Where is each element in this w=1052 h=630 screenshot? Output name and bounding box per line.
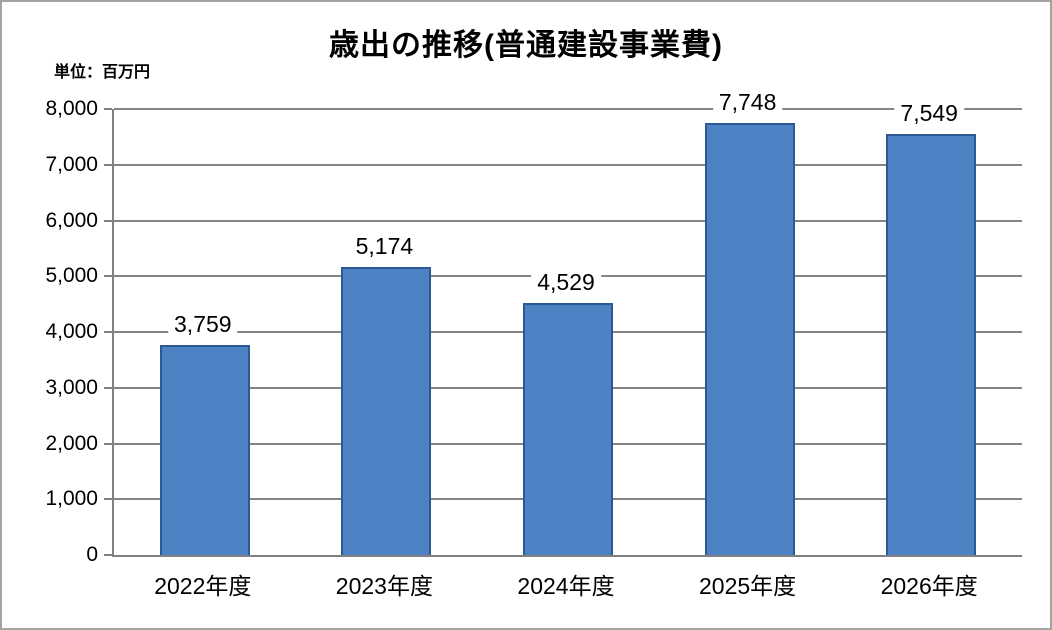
bar-value-label: 7,748 (712, 89, 783, 117)
gridline (114, 219, 1022, 222)
bar-value-label: 7,549 (894, 100, 964, 128)
y-axis-tick-label: 7,000 (45, 152, 98, 176)
plot-area (112, 108, 1022, 557)
bar-value-label: 5,174 (349, 232, 420, 260)
bar (704, 123, 795, 555)
bar-value-label: 4,529 (531, 268, 601, 296)
y-axis-tick (104, 108, 112, 110)
gridline (114, 163, 1022, 166)
y-axis-tick-label: 5,000 (45, 264, 98, 288)
y-axis-tick-label: 3,000 (45, 375, 98, 399)
y-axis-tick-label: 0 (86, 543, 98, 566)
x-axis-category-label: 2026年度 (880, 573, 978, 599)
x-axis-category-label: 2025年度 (699, 573, 797, 599)
y-axis-tick-label: 6,000 (45, 208, 98, 232)
y-axis-tick (104, 386, 112, 389)
y-axis-tick (104, 442, 112, 445)
unit-label: 単位：百万円 (54, 64, 151, 81)
x-axis-category-label: 2024年度 (517, 573, 615, 599)
x-axis-category-label: 2023年度 (335, 573, 433, 599)
y-axis-tick-label: 1,000 (45, 487, 98, 511)
y-axis-tick-label: 4,000 (45, 320, 98, 343)
chart-title: 歳出の推移(普通建設事業費) (329, 29, 723, 62)
y-axis-tick (104, 163, 112, 166)
y-axis-tick-label: 8,000 (45, 97, 98, 120)
y-axis-tick (104, 219, 112, 222)
bar-value-label: 3,759 (168, 311, 238, 339)
y-axis-tick (104, 331, 112, 333)
gridline (114, 108, 1022, 110)
bar (523, 302, 613, 555)
bar (886, 134, 977, 555)
y-axis-tick (104, 498, 112, 501)
y-axis-tick-label: 2,000 (45, 431, 98, 455)
y-axis-tick (104, 275, 112, 278)
bar (341, 266, 432, 555)
y-axis-tick (104, 554, 112, 556)
x-axis-category-label: 2022年度 (154, 573, 252, 599)
bar (159, 345, 250, 555)
